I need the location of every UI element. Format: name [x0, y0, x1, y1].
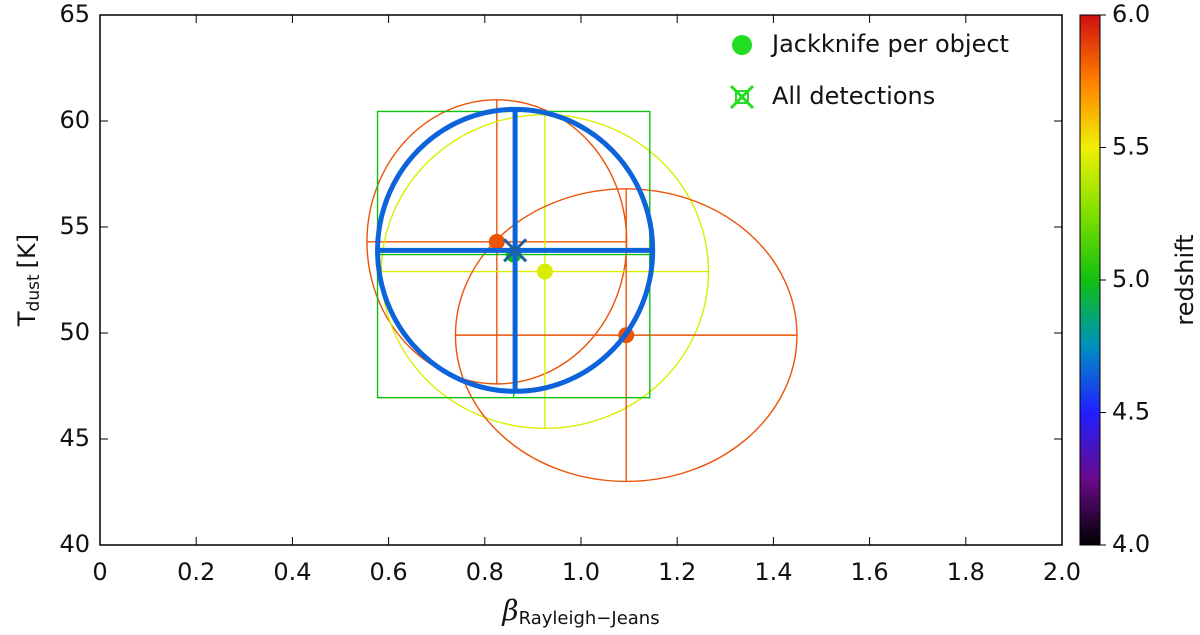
- x-tick-label: 0.6: [370, 558, 408, 586]
- y-label-subscript: dust: [24, 274, 44, 311]
- x-tick-label: 1.8: [947, 558, 985, 586]
- point: [536, 263, 553, 280]
- point: [488, 233, 505, 250]
- legend-marker: [735, 90, 749, 104]
- colorbar-tick-label: 6.0: [1112, 0, 1150, 28]
- y-tick-label: 60: [59, 106, 90, 134]
- x-tick-label: 0.8: [466, 558, 504, 586]
- y-label-symbol: T: [13, 311, 41, 327]
- y-tick-label: 40: [59, 530, 90, 558]
- x-label-subscript: Rayleigh−Jeans: [519, 608, 660, 629]
- colorbar-tick-label: 4.5: [1112, 398, 1150, 426]
- y-label-unit: [K]: [13, 234, 41, 268]
- legend-marker: [732, 35, 752, 55]
- x-tick-label: 2.0: [1043, 558, 1081, 586]
- colorbar: [1079, 14, 1101, 546]
- legend-label: All detections: [772, 82, 935, 110]
- x-tick-label: 1.4: [754, 558, 792, 586]
- legend-marker: [729, 84, 755, 110]
- legend-label: Jackknife per object: [770, 30, 1009, 58]
- colorbar-tick-label: 4.0: [1112, 530, 1150, 558]
- y-tick-label: 55: [59, 212, 90, 240]
- y-tick-label: 50: [59, 318, 90, 346]
- point: [503, 238, 528, 263]
- x-tick-label: 1.6: [851, 558, 889, 586]
- x-tick-label: 0.4: [273, 558, 311, 586]
- x-tick-label: 1.2: [658, 558, 696, 586]
- x-tick-label: 1.0: [562, 558, 600, 586]
- colorbar-tick-label: 5.0: [1112, 265, 1150, 293]
- colorbar-tick-label: 5.5: [1112, 133, 1150, 161]
- colorbar-label: redshift: [1171, 234, 1199, 325]
- y-tick-label: 45: [59, 424, 90, 452]
- x-label-symbol: β: [501, 594, 518, 627]
- x-axis-label: βRayleigh−Jeans: [501, 594, 659, 630]
- y-axis-label: Tdust [K]: [13, 234, 44, 327]
- x-tick-label: 0: [92, 558, 107, 586]
- x-tick-label: 0.2: [177, 558, 215, 586]
- y-tick-label: 65: [59, 0, 90, 28]
